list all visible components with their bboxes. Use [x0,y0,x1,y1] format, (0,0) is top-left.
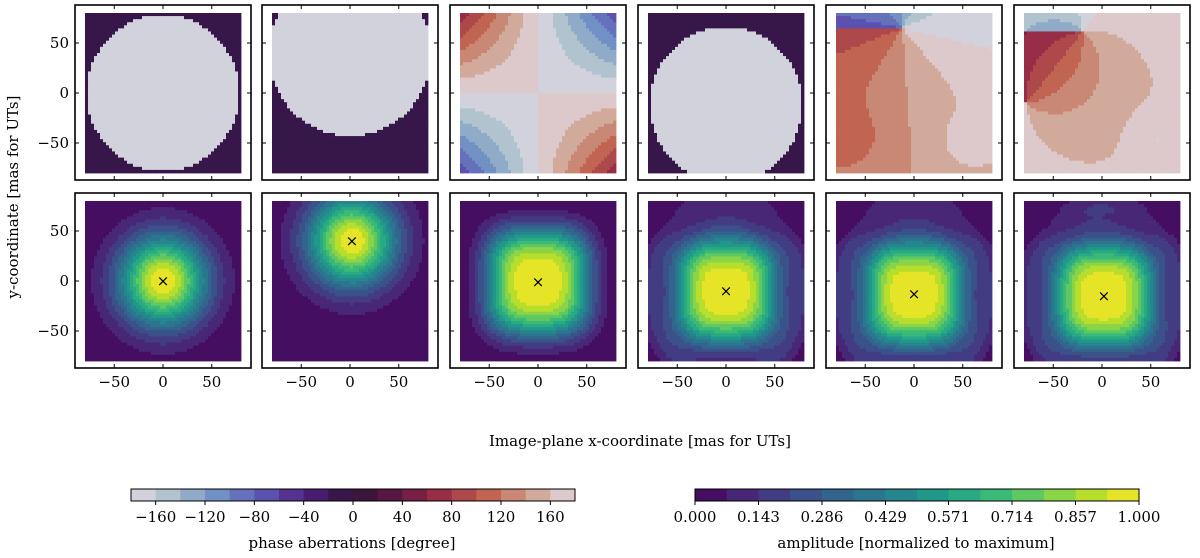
colorbar-tick-label: 0.857 [1054,508,1097,526]
x-tick-label: −50 [285,373,317,391]
panel-image [1024,201,1181,362]
x-tick-label: −50 [1037,373,1069,391]
x-tick-label: 50 [389,373,408,391]
y-tick-label: 50 [50,222,69,240]
colorbar-tick-label: 0.143 [737,508,780,526]
panel-image [836,201,993,362]
x-tick-label: 50 [953,373,972,391]
y-tick-label: −50 [37,134,69,152]
panel-r2-c4: × −50 0 50 [637,192,815,391]
panel-r1-c1: 50 0 −50 [37,4,252,181]
x-tick-label: 0 [345,373,355,391]
colorbars: −160 −120 −80 −40 0 40 80 120 160 0.000 0.143 0.286… [130,488,1161,526]
x-axis-label: Image-plane x-coordinate [mas for UTs] [489,432,791,450]
colorbar-tick-label: −80 [239,508,271,526]
panel-image [85,13,242,174]
y-tick-label: 0 [59,272,69,290]
colorbar-tick-label: 0.286 [801,508,844,526]
x-tick-label: 0 [533,373,543,391]
y-tick-label: −50 [37,322,69,340]
peak-marker: × [1098,287,1111,305]
x-tick-label: 50 [765,373,784,391]
colorbar-amp-label: amplitude [normalized to maximum] [777,534,1054,552]
panel-image [648,13,805,174]
panel-image [85,201,242,362]
x-tick-label: 50 [577,373,596,391]
panel-r2-c1: × −50 0 50 50 0 −50 [37,192,252,391]
panel-r2-c3: × −50 0 50 [449,192,627,391]
peak-marker: × [532,273,545,291]
colorbar-amp: 0.000 0.143 0.286 0.429 0.571 0.714 0.857 1.000 [674,488,1161,526]
colorbar-phase-label: phase aberrations [degree] [249,534,456,552]
panel-image [460,13,617,174]
y-tick-label: 0 [59,84,69,102]
panel-image [1024,13,1181,174]
peak-marker: × [346,232,359,250]
panel-r2-c6: × −50 0 50 [1013,192,1191,391]
x-tick-label: 0 [721,373,731,391]
peak-marker: × [720,282,733,300]
colorbar-tick-label: 120 [487,508,516,526]
panel-image [272,13,429,174]
x-tick-label: 0 [909,373,919,391]
panel-r2-c5: × −50 0 50 [825,192,1003,391]
y-axis-label: y-coordinate [mas for UTs] [4,96,22,300]
colorbar-tick-label: 1.000 [1118,508,1161,526]
colorbar-tick-label: 0.000 [674,508,717,526]
colorbar-tick-label: −120 [184,508,225,526]
peak-marker: × [908,285,921,303]
x-tick-label: −50 [98,373,130,391]
panel-image [272,201,429,362]
colorbar-tick-label: 0.714 [991,508,1034,526]
colorbar-tick-label: 0.571 [927,508,970,526]
colorbar-tick-label: −160 [135,508,176,526]
panel-r1-c2 [261,4,439,181]
x-tick-label: 0 [1097,373,1107,391]
y-tick-label: 50 [50,34,69,52]
peak-marker: × [157,272,170,290]
colorbar-phase: −160 −120 −80 −40 0 40 80 120 160 [130,488,576,526]
panel-image [460,201,617,362]
colorbar-tick-label: 160 [536,508,565,526]
colorbar-tick-label: 80 [442,508,461,526]
panel-r1-c4 [637,4,815,181]
panel-r1-c3 [449,4,627,181]
x-tick-label: 50 [202,373,221,391]
x-tick-label: −50 [473,373,505,391]
x-tick-label: −50 [661,373,693,391]
colorbar-tick-label: −40 [288,508,320,526]
panel-image [648,201,805,362]
colorbar-tick-label: 0 [348,508,358,526]
x-tick-label: −50 [849,373,881,391]
panel-image [836,13,993,174]
panel-r2-c2: × −50 0 50 [261,192,439,391]
x-tick-label: 50 [1141,373,1160,391]
colorbar-tick-label: 40 [393,508,412,526]
colorbar-tick-label: 0.429 [864,508,907,526]
x-tick-label: 0 [158,373,168,391]
panel-r1-c6 [1013,4,1191,181]
panel-r1-c5 [825,4,1003,181]
